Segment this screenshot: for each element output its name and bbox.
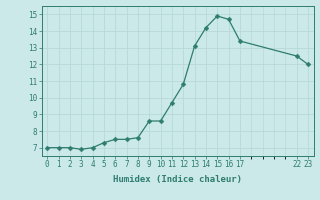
X-axis label: Humidex (Indice chaleur): Humidex (Indice chaleur)	[113, 175, 242, 184]
